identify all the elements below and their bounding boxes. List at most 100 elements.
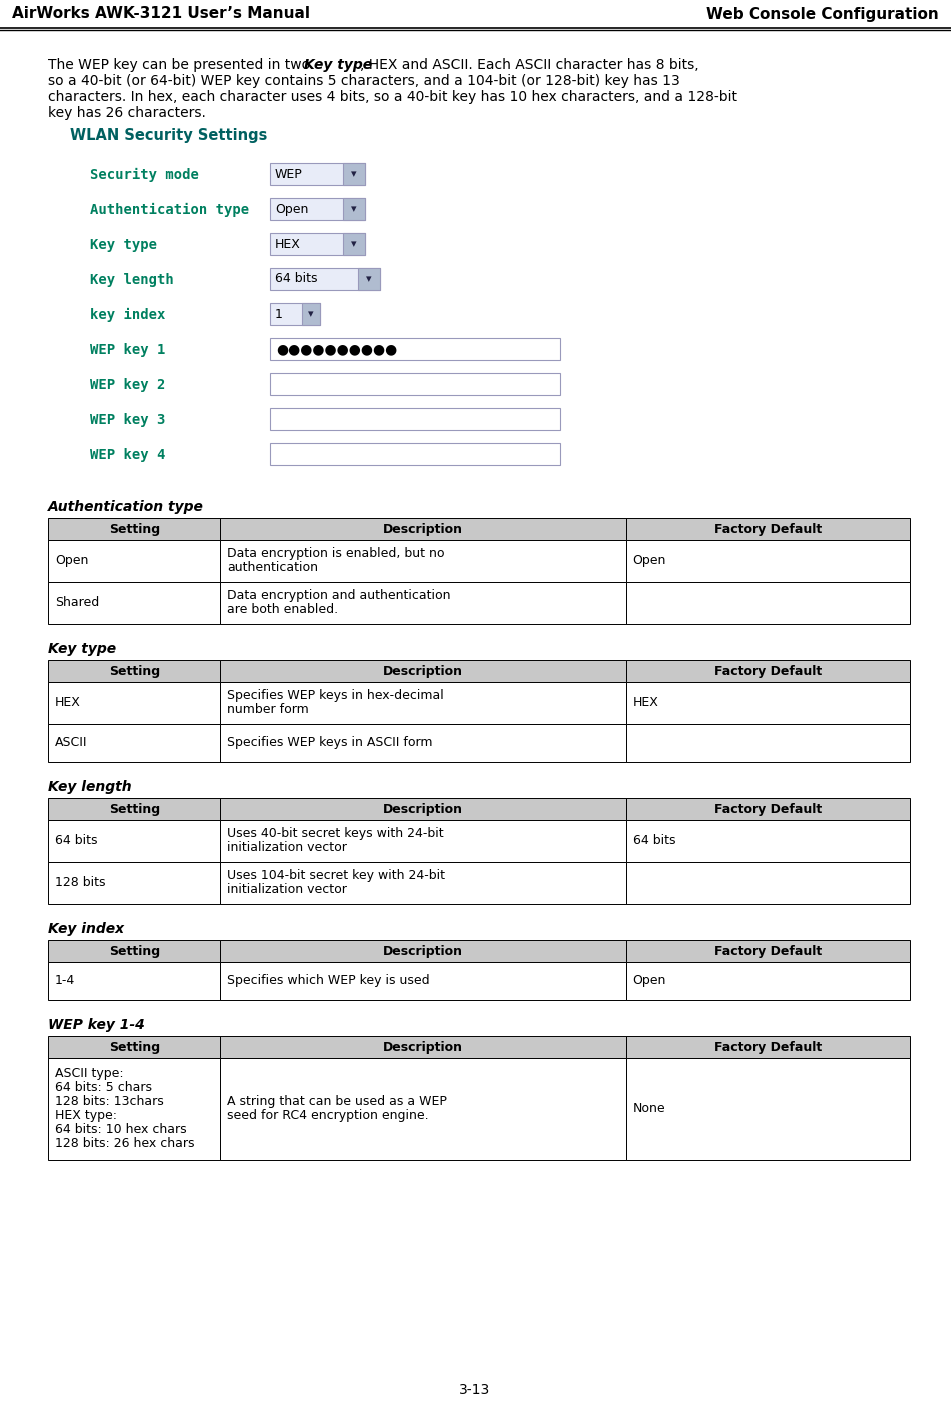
Bar	[48, 724, 221, 762]
Text: HEX: HEX	[55, 696, 81, 709]
Text: ▾: ▾	[366, 274, 372, 284]
Bar	[221, 797, 626, 820]
Text: HEX: HEX	[632, 696, 658, 709]
Text: Setting: Setting	[108, 664, 160, 678]
Text: 64 bits: 10 hex chars: 64 bits: 10 hex chars	[55, 1123, 186, 1136]
Bar	[626, 660, 910, 682]
Text: 1-4: 1-4	[55, 974, 75, 987]
Bar	[270, 373, 560, 395]
Text: The WEP key can be presented in two: The WEP key can be presented in two	[48, 58, 315, 72]
Bar	[626, 724, 910, 762]
Text: Key type: Key type	[304, 58, 372, 72]
Bar	[48, 1036, 221, 1059]
Text: Factory Default: Factory Default	[713, 803, 822, 816]
Bar	[48, 682, 221, 724]
Text: Description: Description	[383, 1040, 463, 1053]
Text: authentication: authentication	[227, 562, 319, 574]
Text: 128 bits: 26 hex chars: 128 bits: 26 hex chars	[55, 1137, 195, 1150]
Text: Open: Open	[275, 202, 308, 215]
Text: ▾: ▾	[308, 309, 314, 319]
Text: Key length: Key length	[48, 781, 131, 795]
Text: WEP key 1-4: WEP key 1-4	[48, 1018, 145, 1032]
Bar	[221, 682, 626, 724]
Text: Setting: Setting	[108, 803, 160, 816]
Text: ▾: ▾	[351, 204, 357, 213]
Bar	[221, 1059, 626, 1160]
Text: HEX type:: HEX type:	[55, 1109, 117, 1122]
Bar	[48, 1059, 221, 1160]
Text: Open: Open	[632, 555, 666, 567]
Text: 128 bits: 128 bits	[55, 876, 106, 889]
Text: Key type: Key type	[90, 239, 157, 251]
Bar	[626, 862, 910, 904]
Text: WEP key 1: WEP key 1	[90, 343, 165, 357]
Bar	[626, 518, 910, 541]
Text: Web Console Configuration: Web Console Configuration	[707, 7, 939, 21]
Text: are both enabled.: are both enabled.	[227, 602, 339, 616]
Text: Key index: Key index	[48, 922, 125, 936]
Text: Authentication type: Authentication type	[90, 204, 249, 218]
Bar	[626, 797, 910, 820]
Bar	[221, 941, 626, 962]
Text: WEP key 4: WEP key 4	[90, 448, 165, 462]
Text: Shared: Shared	[55, 597, 99, 609]
Bar	[48, 518, 221, 541]
Text: Data encryption is enabled, but no: Data encryption is enabled, but no	[227, 548, 445, 560]
Text: ▾: ▾	[351, 239, 357, 249]
Bar	[270, 338, 560, 359]
Text: Specifies WEP keys in ASCII form: Specifies WEP keys in ASCII form	[227, 736, 433, 748]
Text: WEP key 3: WEP key 3	[90, 413, 165, 427]
Bar	[48, 660, 221, 682]
Text: Key length: Key length	[90, 272, 174, 286]
Bar	[302, 303, 320, 324]
Text: Setting: Setting	[108, 945, 160, 958]
Bar	[343, 198, 365, 220]
Bar	[626, 1059, 910, 1160]
Bar	[626, 541, 910, 583]
Text: HEX: HEX	[275, 237, 301, 250]
Text: 64 bits: 64 bits	[275, 272, 318, 285]
Bar	[221, 518, 626, 541]
Text: WLAN Security Settings: WLAN Security Settings	[70, 128, 267, 143]
Text: , HEX and ASCII. Each ASCII character has 8 bits,: , HEX and ASCII. Each ASCII character ha…	[360, 58, 699, 72]
Text: Open: Open	[55, 555, 88, 567]
Bar	[221, 724, 626, 762]
Text: Uses 40-bit secret keys with 24-bit: Uses 40-bit secret keys with 24-bit	[227, 827, 444, 840]
Bar	[221, 660, 626, 682]
Bar	[48, 862, 221, 904]
Text: WEP key 2: WEP key 2	[90, 378, 165, 392]
Bar	[221, 820, 626, 862]
Bar	[626, 583, 910, 623]
Text: WEP: WEP	[275, 167, 302, 181]
Text: Factory Default: Factory Default	[713, 664, 822, 678]
Text: Security mode: Security mode	[90, 168, 199, 183]
Text: so a 40-bit (or 64-bit) WEP key contains 5 characters, and a 104-bit (or 128-bit: so a 40-bit (or 64-bit) WEP key contains…	[48, 74, 680, 88]
Bar	[48, 583, 221, 623]
Text: characters. In hex, each character uses 4 bits, so a 40-bit key has 10 hex chara: characters. In hex, each character uses …	[48, 90, 737, 104]
Bar	[270, 268, 380, 291]
Bar	[270, 409, 560, 430]
Text: Setting: Setting	[108, 522, 160, 535]
Bar	[48, 797, 221, 820]
Bar	[221, 541, 626, 583]
Bar	[221, 862, 626, 904]
Bar	[626, 941, 910, 962]
Text: initialization vector: initialization vector	[227, 841, 347, 854]
Text: AirWorks AWK-3121 User’s Manual: AirWorks AWK-3121 User’s Manual	[12, 7, 310, 21]
Text: number form: number form	[227, 703, 309, 716]
Text: None: None	[632, 1102, 665, 1115]
Bar	[48, 941, 221, 962]
Text: Uses 104-bit secret key with 24-bit: Uses 104-bit secret key with 24-bit	[227, 869, 445, 882]
Text: ●●●●●●●●●●: ●●●●●●●●●●	[276, 343, 398, 357]
Text: Data encryption and authentication: Data encryption and authentication	[227, 590, 451, 602]
Text: ASCII type:: ASCII type:	[55, 1067, 124, 1080]
Bar	[270, 303, 320, 324]
Text: Factory Default: Factory Default	[713, 1040, 822, 1053]
Text: Open: Open	[632, 974, 666, 987]
Bar	[270, 444, 560, 465]
Bar	[270, 163, 365, 185]
Bar	[343, 163, 365, 185]
Text: Factory Default: Factory Default	[713, 522, 822, 535]
Text: 64 bits: 5 chars: 64 bits: 5 chars	[55, 1081, 152, 1094]
Text: 128 bits: 13chars: 128 bits: 13chars	[55, 1095, 164, 1108]
